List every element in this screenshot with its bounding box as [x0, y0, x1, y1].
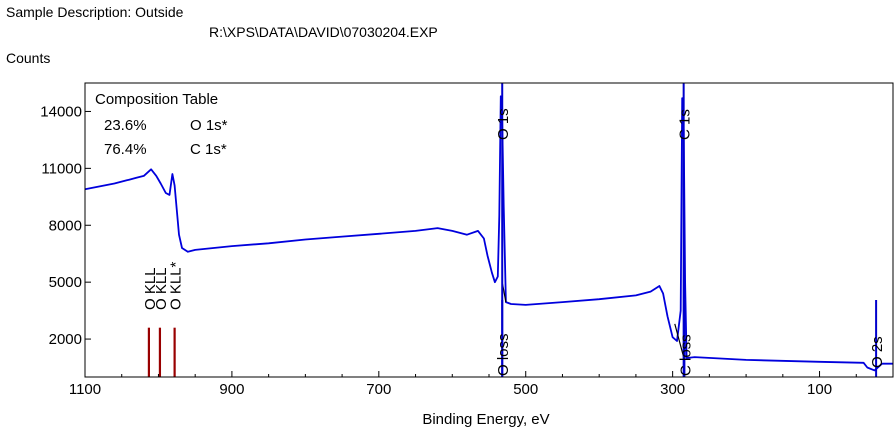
peak-label: C loss: [677, 334, 694, 376]
y-tick-label: 2000: [49, 331, 82, 348]
composition-percent: 76.4%: [104, 141, 147, 158]
x-axis-label: Binding Energy, eV: [422, 411, 549, 428]
peak-label: C 1s: [677, 109, 694, 140]
peak-label: O 1s: [495, 108, 512, 140]
y-tick-label: 14000: [40, 103, 82, 120]
x-tick-label: 500: [513, 381, 538, 398]
x-tick-label: 700: [366, 381, 391, 398]
peak-label: O KLL: [142, 267, 159, 310]
x-tick-label: 100: [807, 381, 832, 398]
x-tick-label: 1100: [69, 381, 101, 398]
y-axis-label: Counts: [6, 50, 51, 66]
composition-peak: C 1s*: [190, 141, 227, 158]
peak-label: O KLL: [153, 267, 170, 310]
y-tick-label: 5000: [49, 274, 82, 291]
x-tick-label: 900: [219, 381, 244, 398]
peak-label: O KLL*: [168, 261, 185, 310]
sample-description: Sample Description: Outside: [6, 4, 184, 20]
composition-percent: 23.6%: [104, 117, 147, 134]
peak-label: O 2s: [869, 336, 886, 368]
y-tick-label: 11000: [41, 160, 82, 177]
y-tick-label: 8000: [49, 217, 82, 234]
composition-table-title: Composition Table: [95, 91, 218, 108]
file-path: R:\XPS\DATA\DAVID\07030204.EXP: [209, 24, 438, 40]
composition-peak: O 1s*: [190, 117, 228, 134]
peak-label: O loss: [495, 333, 512, 376]
series-line-0: [84, 95, 893, 372]
x-tick-label: 300: [660, 381, 685, 398]
